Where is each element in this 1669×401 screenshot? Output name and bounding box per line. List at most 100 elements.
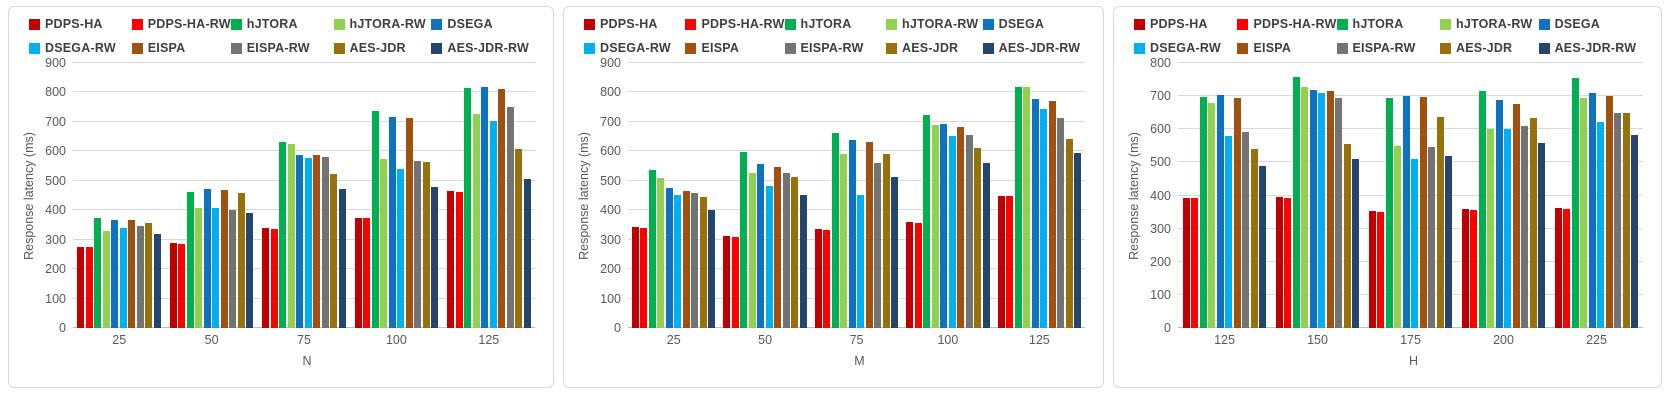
bar-eispa-rw — [1242, 131, 1250, 328]
y-tick-label: 600 — [1150, 122, 1171, 137]
y-tick-label: 0 — [1164, 321, 1171, 335]
legend-item: EISPA — [685, 41, 784, 55]
gridline — [628, 297, 1085, 299]
bar-group: 50 — [165, 63, 257, 347]
gridline — [73, 150, 535, 152]
y-tick-label: 900 — [45, 56, 66, 70]
y-axis-ticks: 800 700 600 500 400 300 200 100 0 — [1142, 56, 1178, 335]
bar-eispa — [957, 126, 965, 328]
x-tick-label: 200 — [1493, 333, 1514, 347]
bar-pdps-ha — [169, 243, 177, 328]
y-tick-label: 500 — [600, 173, 621, 188]
bar-hjtora — [648, 170, 656, 328]
bar-eispa-rw — [691, 193, 699, 328]
legend-swatch-icon — [685, 42, 697, 54]
bar-group: 125 — [1178, 63, 1271, 347]
legend-item: AES-JDR-RW — [1538, 41, 1647, 55]
bar-group: 50 — [719, 63, 810, 347]
bar-eispa-rw — [321, 156, 329, 328]
gridline — [628, 62, 1085, 63]
bar-group: 25 — [628, 63, 719, 347]
legend-label: EISPA-RW — [246, 41, 310, 55]
gridline — [1178, 95, 1643, 97]
bar-dsega-rw — [1040, 108, 1048, 328]
gridline — [73, 297, 535, 299]
legend-swatch-icon — [982, 42, 994, 54]
bar-dsega — [203, 189, 211, 328]
y-tick-label: 600 — [45, 144, 66, 159]
legend-item: AES-JDR — [333, 41, 432, 55]
legend-item: DSEGA-RW — [1134, 41, 1237, 55]
legend-swatch-icon — [1237, 42, 1249, 54]
bar-eispa — [220, 189, 228, 328]
chart-area: Response latency (ms) 900 800 700 600 500 400… — [21, 56, 541, 347]
bar-eispa-rw — [1057, 118, 1065, 328]
bar-eispa — [1233, 98, 1241, 328]
bar-series: 125 150 175 200 225 — [1178, 63, 1643, 347]
gridline — [1178, 227, 1643, 229]
legend-swatch-icon — [131, 42, 143, 54]
bar-aes-jdr — [330, 173, 338, 328]
legend-swatch-icon — [886, 42, 898, 54]
legend-swatch-icon — [1336, 42, 1348, 54]
legend-swatch-icon — [230, 42, 242, 54]
bar-aes-jdr — [1436, 117, 1444, 328]
bar-eispa-rw — [1521, 126, 1529, 328]
legend-item: DSEGA — [1538, 17, 1647, 31]
y-tick-label: 300 — [45, 232, 66, 247]
y-tick-label: 500 — [45, 173, 66, 188]
legend-label: PDPS-HA — [45, 17, 103, 31]
legend-item: EISPA — [1237, 41, 1336, 55]
legend-swatch-icon — [230, 18, 242, 30]
legend-swatch-icon — [333, 18, 345, 30]
bar-eispa — [1048, 100, 1056, 328]
bar-group: 25 — [73, 63, 165, 347]
legend-swatch-icon — [1336, 18, 1348, 30]
y-tick-label: 700 — [1150, 89, 1171, 104]
bar-dsega-rw — [765, 185, 773, 328]
bar-pdps-ha-rw — [1377, 211, 1385, 328]
y-tick-label: 400 — [600, 203, 621, 218]
bar-aes-jdr-rw — [338, 189, 346, 328]
legend-label: AES-JDR-RW — [998, 41, 1081, 55]
legend-label: DSEGA — [998, 17, 1045, 31]
x-tick-label: 50 — [758, 333, 773, 347]
bar-hjtora-rw — [1580, 97, 1588, 328]
legend-item: hJTORA — [1336, 17, 1441, 31]
bar-hjtora — [186, 191, 194, 328]
bar-pdps-ha — [354, 218, 362, 328]
bar-pdps-ha — [1461, 209, 1469, 328]
bar-eispa — [128, 219, 136, 328]
bar-eispa-rw — [965, 135, 973, 328]
bar-hjtora-rw — [287, 144, 295, 328]
bar-hjtora-rw — [1487, 128, 1495, 328]
legend-label: PDPS-HA-RW — [1253, 17, 1337, 31]
bar-aes-jdr-rw — [1259, 165, 1267, 328]
gridline — [73, 179, 535, 181]
legend-label: DSEGA-RW — [600, 41, 671, 55]
bar-dsega — [296, 154, 304, 328]
legend-item: DSEGA — [982, 17, 1089, 31]
bar-eispa — [405, 118, 413, 328]
bar-aes-jdr-rw — [982, 162, 990, 328]
bar-dsega — [1402, 95, 1410, 328]
legend-label: hJTORA-RW — [902, 17, 979, 31]
x-axis-line — [1178, 327, 1643, 328]
bar-eispa-rw — [229, 210, 237, 328]
legend: PDPS-HA PDPS-HA-RW hJTORA hJTORA-RW DSEGA DSE… — [29, 17, 539, 55]
bar-pdps-ha — [906, 221, 914, 328]
bar-pdps-ha-rw — [1284, 198, 1292, 328]
bar-pdps-ha-rw — [1470, 209, 1478, 328]
bar-hjtora — [923, 115, 931, 328]
y-tick-label: 400 — [1150, 188, 1171, 203]
bar-pdps-ha-rw — [363, 218, 371, 328]
bar-pdps-ha — [262, 228, 270, 328]
y-axis-title: Response latency (ms) — [577, 131, 591, 260]
bar-dsega — [1495, 100, 1503, 328]
legend-item: DSEGA — [431, 17, 539, 31]
plot-area: 125 150 175 200 225 — [1178, 62, 1643, 347]
chart-area: Response latency (ms) 800 700 600 500 400 300… — [1126, 56, 1649, 347]
bar-eispa-rw — [1428, 147, 1436, 328]
legend-swatch-icon — [584, 42, 595, 54]
legend-label: PDPS-HA — [600, 17, 658, 31]
